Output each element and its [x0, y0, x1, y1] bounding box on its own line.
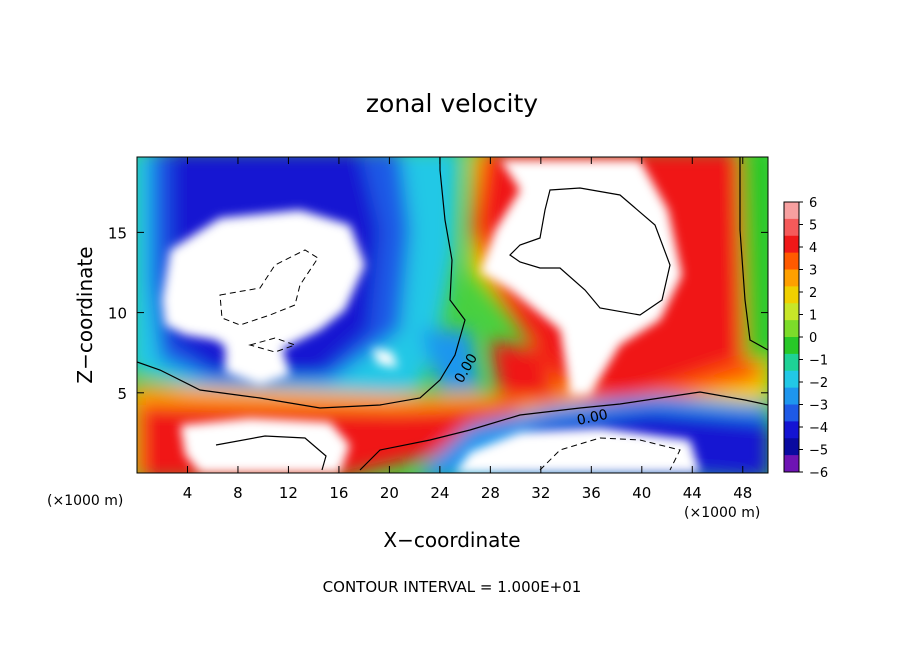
colorbar-swatch — [784, 303, 799, 321]
colorbar-tick-label: 5 — [809, 219, 817, 234]
colorbar-swatch — [784, 235, 799, 254]
contour-label: 0.00 — [576, 407, 610, 429]
x-tick-label: 48 — [733, 484, 752, 502]
colorbar-swatch — [784, 353, 799, 372]
colorbar-tick-label: −5 — [809, 444, 828, 459]
plot-frame — [136, 156, 769, 474]
colorbar-swatch — [784, 404, 799, 422]
y-tick-label: 15 — [108, 224, 127, 242]
x-tick-label: 8 — [233, 484, 243, 502]
x-tick-label: 44 — [683, 484, 702, 502]
colorbar-tick-label: −3 — [809, 399, 828, 414]
x-tick-label: 20 — [380, 484, 399, 502]
x-axis-label: X−coordinate — [383, 528, 520, 552]
colorbar-swatch — [784, 370, 799, 389]
y-tick-label: 10 — [108, 305, 127, 323]
colorbar-swatch — [784, 269, 799, 287]
y-tick-label: 5 — [117, 385, 127, 403]
colorbar-swatch — [784, 252, 799, 270]
colorbar-tick-label: 3 — [809, 264, 817, 279]
colorbar: 6 5 4 3 2 1 0 −1 −2 −3 −4 −5 −6 — [783, 196, 828, 481]
colorbar-tick-label: −4 — [809, 421, 828, 436]
x-tick-label: 32 — [531, 484, 550, 502]
x-tick-label: 28 — [481, 484, 500, 502]
colorbar-swatch — [784, 387, 799, 405]
x-tick-label: 24 — [430, 484, 449, 502]
x-unit-right: (×1000 m) — [684, 505, 760, 521]
colorbar-swatch — [784, 455, 799, 473]
colorbar-swatch — [784, 286, 799, 304]
y-axis-label: Z−coordinate — [73, 246, 97, 383]
colorbar-swatch — [784, 421, 799, 439]
heatmap-field — [137, 157, 768, 473]
colorbar-swatch — [784, 337, 799, 355]
colorbar-swatch — [784, 218, 799, 237]
colorbar-tick-label: 6 — [809, 196, 817, 211]
contour-interval-note: CONTOUR INTERVAL = 1.000E+01 — [323, 578, 582, 596]
colorbar-swatch — [784, 202, 799, 220]
x-tick-label: 40 — [632, 484, 651, 502]
colorbar-tick-label: −2 — [809, 376, 828, 391]
colorbar-tick-label: −6 — [809, 466, 828, 481]
x-tick-label: 36 — [582, 484, 601, 502]
colorbar-tick-label: 4 — [809, 241, 817, 256]
x-tick-label: 12 — [279, 484, 298, 502]
x-tick-label: 16 — [329, 484, 348, 502]
colorbar-tick-label: 0 — [809, 331, 817, 346]
x-tick-label: 4 — [183, 484, 193, 502]
colorbar-swatch — [784, 438, 799, 456]
colorbar-tick-label: −1 — [809, 354, 828, 369]
colorbar-tick-label: 1 — [809, 309, 817, 324]
chart-title: zonal velocity — [366, 89, 538, 118]
colorbar-tick-label: 2 — [809, 286, 817, 301]
colorbar-swatch — [784, 320, 799, 338]
x-unit-left: (×1000 m) — [47, 493, 123, 509]
